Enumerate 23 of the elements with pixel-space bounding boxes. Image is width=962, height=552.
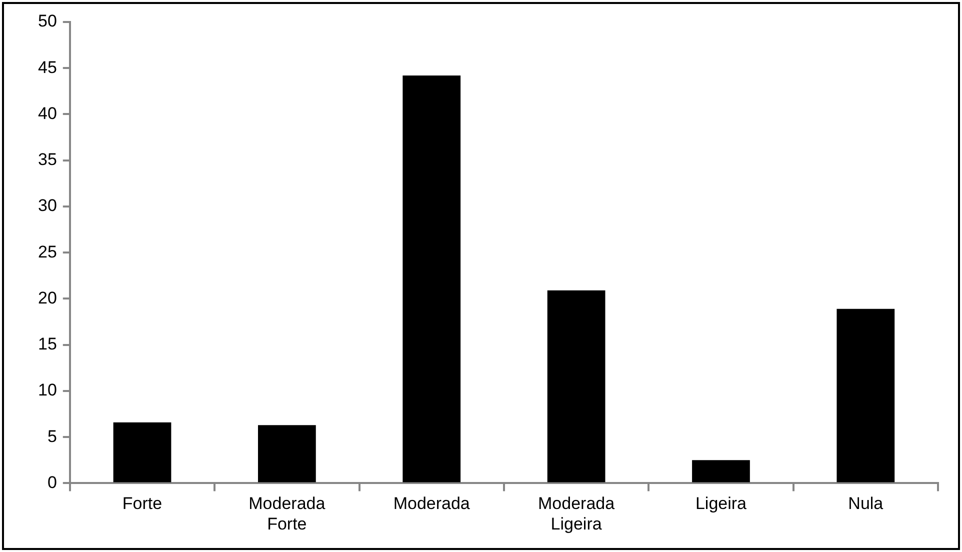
- bar: [547, 290, 606, 482]
- x-tick-label: Moderada Forte: [248, 494, 326, 534]
- x-tick-label: Forte: [122, 494, 162, 514]
- y-tick-label: 25: [38, 242, 57, 262]
- y-tick-label: 0: [47, 472, 57, 492]
- y-tick-label: 30: [38, 196, 57, 216]
- bar: [258, 425, 316, 482]
- bar: [402, 76, 461, 482]
- x-tick-label: Nula: [848, 494, 884, 514]
- bar: [836, 308, 895, 482]
- y-tick-label: 15: [38, 334, 57, 354]
- y-tick-label: 50: [38, 12, 57, 31]
- x-tick-label: Ligeira: [695, 494, 748, 514]
- y-tick-label: 40: [38, 104, 57, 123]
- y-tick-label: 45: [38, 58, 57, 77]
- y-tick-label: 20: [38, 288, 57, 308]
- y-tick-label: 5: [47, 426, 57, 446]
- bar: [692, 460, 750, 482]
- bar: [113, 422, 172, 482]
- x-tick-label: Moderada: [393, 494, 470, 514]
- y-tick-label: 10: [38, 380, 57, 400]
- y-tick-label: 35: [38, 150, 57, 170]
- x-tick-label: Moderada Ligeira: [538, 494, 616, 534]
